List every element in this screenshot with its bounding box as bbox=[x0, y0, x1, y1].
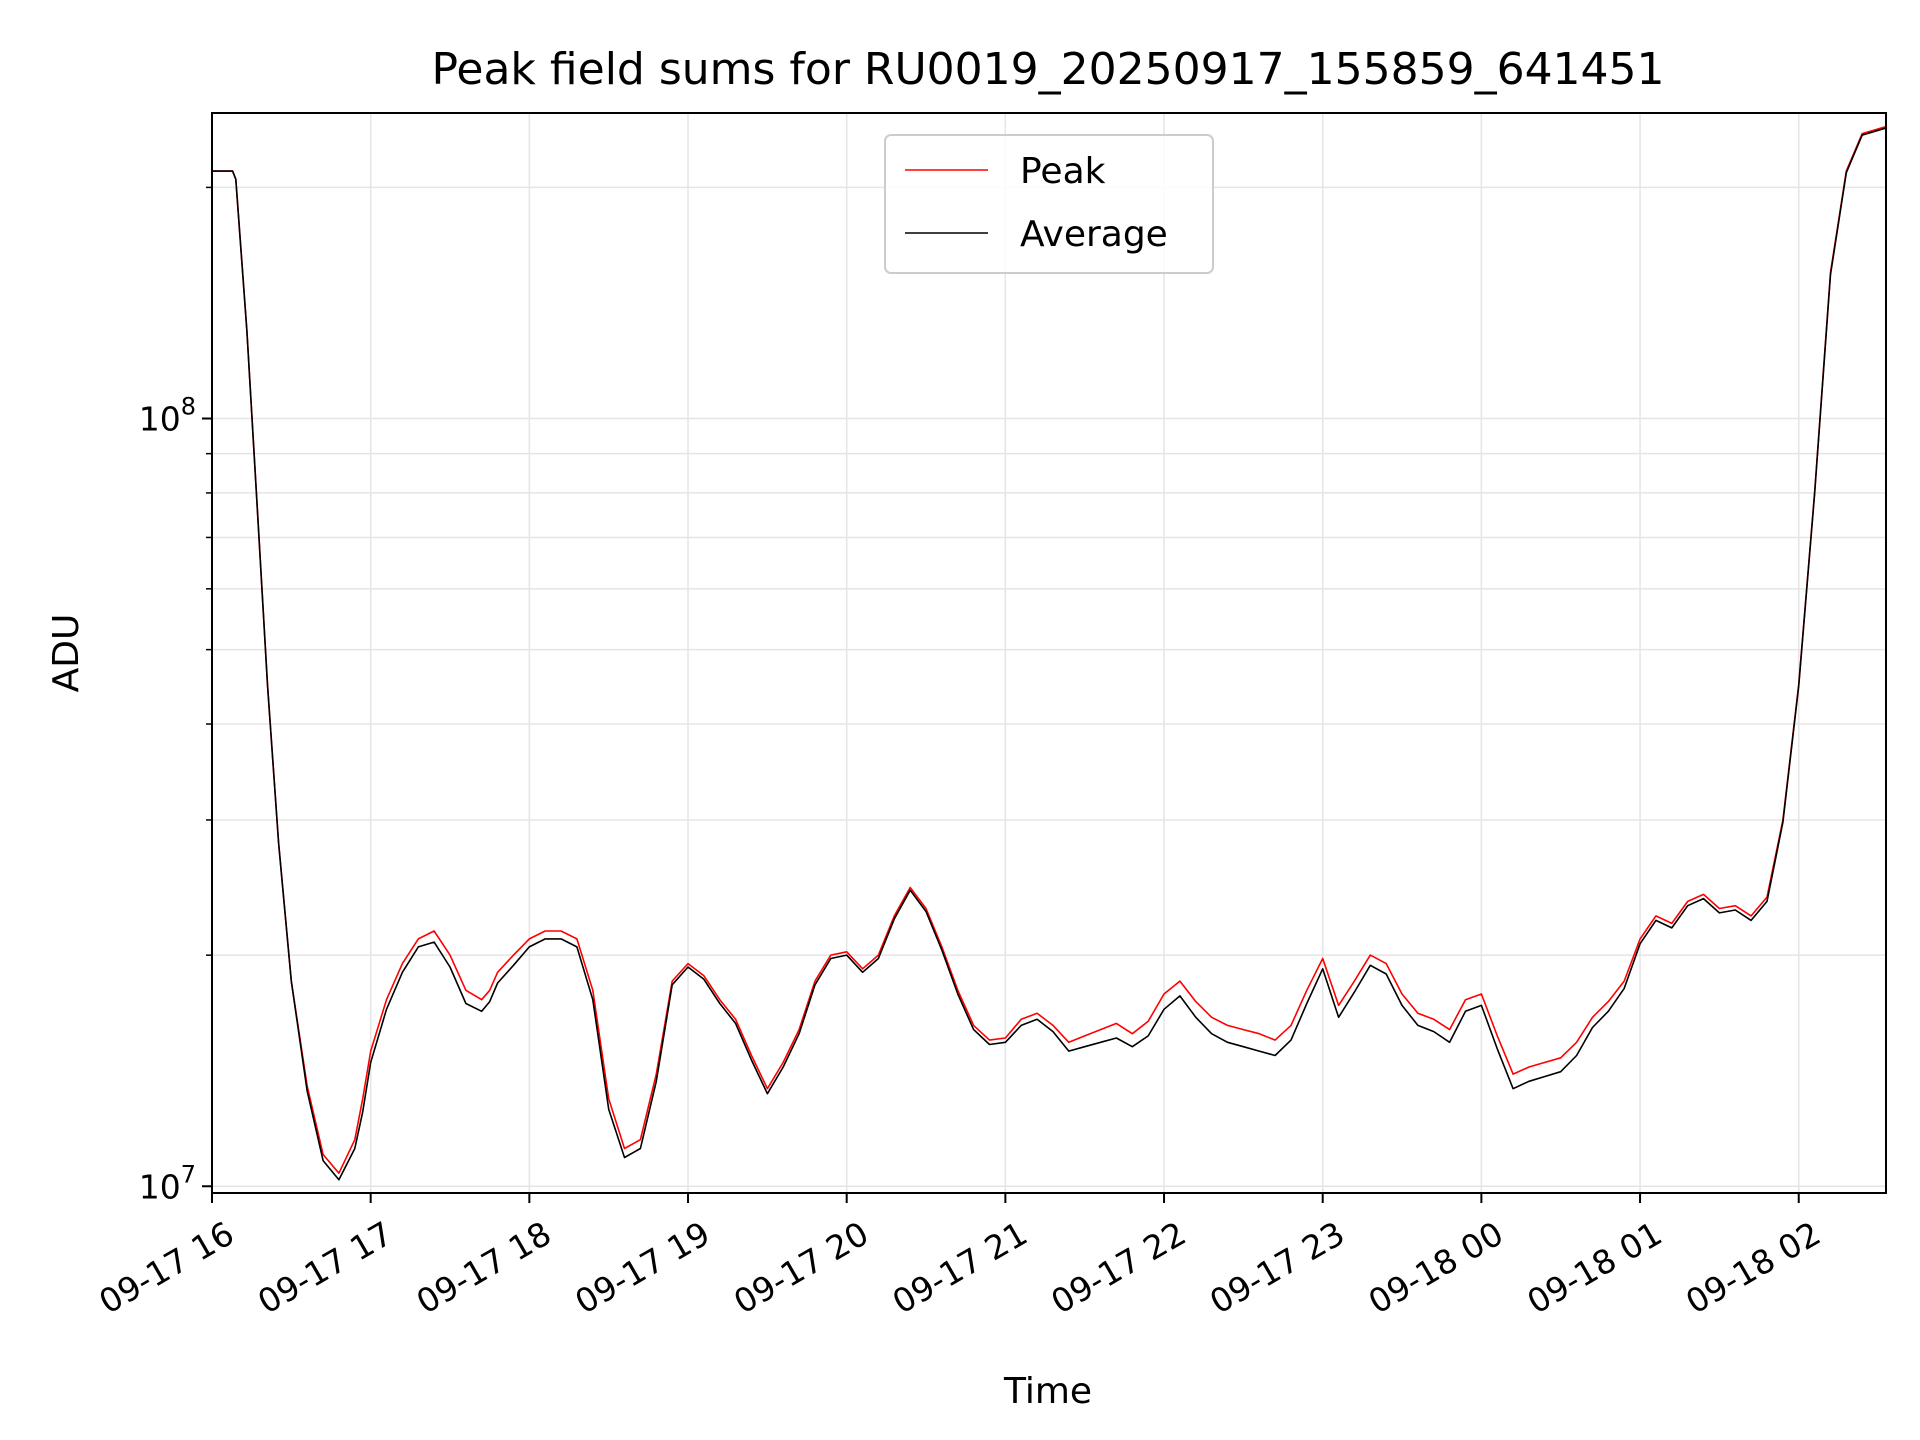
plot-frame bbox=[211, 112, 1887, 1194]
series-layer bbox=[212, 125, 1886, 1181]
grid bbox=[211, 113, 1886, 1193]
legend-average-label: Average bbox=[1020, 214, 1168, 255]
peak-series-line bbox=[212, 125, 1886, 1174]
legend-peak-label: Peak bbox=[1020, 151, 1106, 192]
average-series-line bbox=[212, 127, 1886, 1181]
x-axis-label: Time bbox=[1003, 1371, 1092, 1412]
y-axis-label: ADU bbox=[46, 614, 87, 693]
chart-title: Peak field sums for RU0019_20250917_1558… bbox=[431, 44, 1664, 95]
legend: Peak Average bbox=[884, 134, 1214, 274]
